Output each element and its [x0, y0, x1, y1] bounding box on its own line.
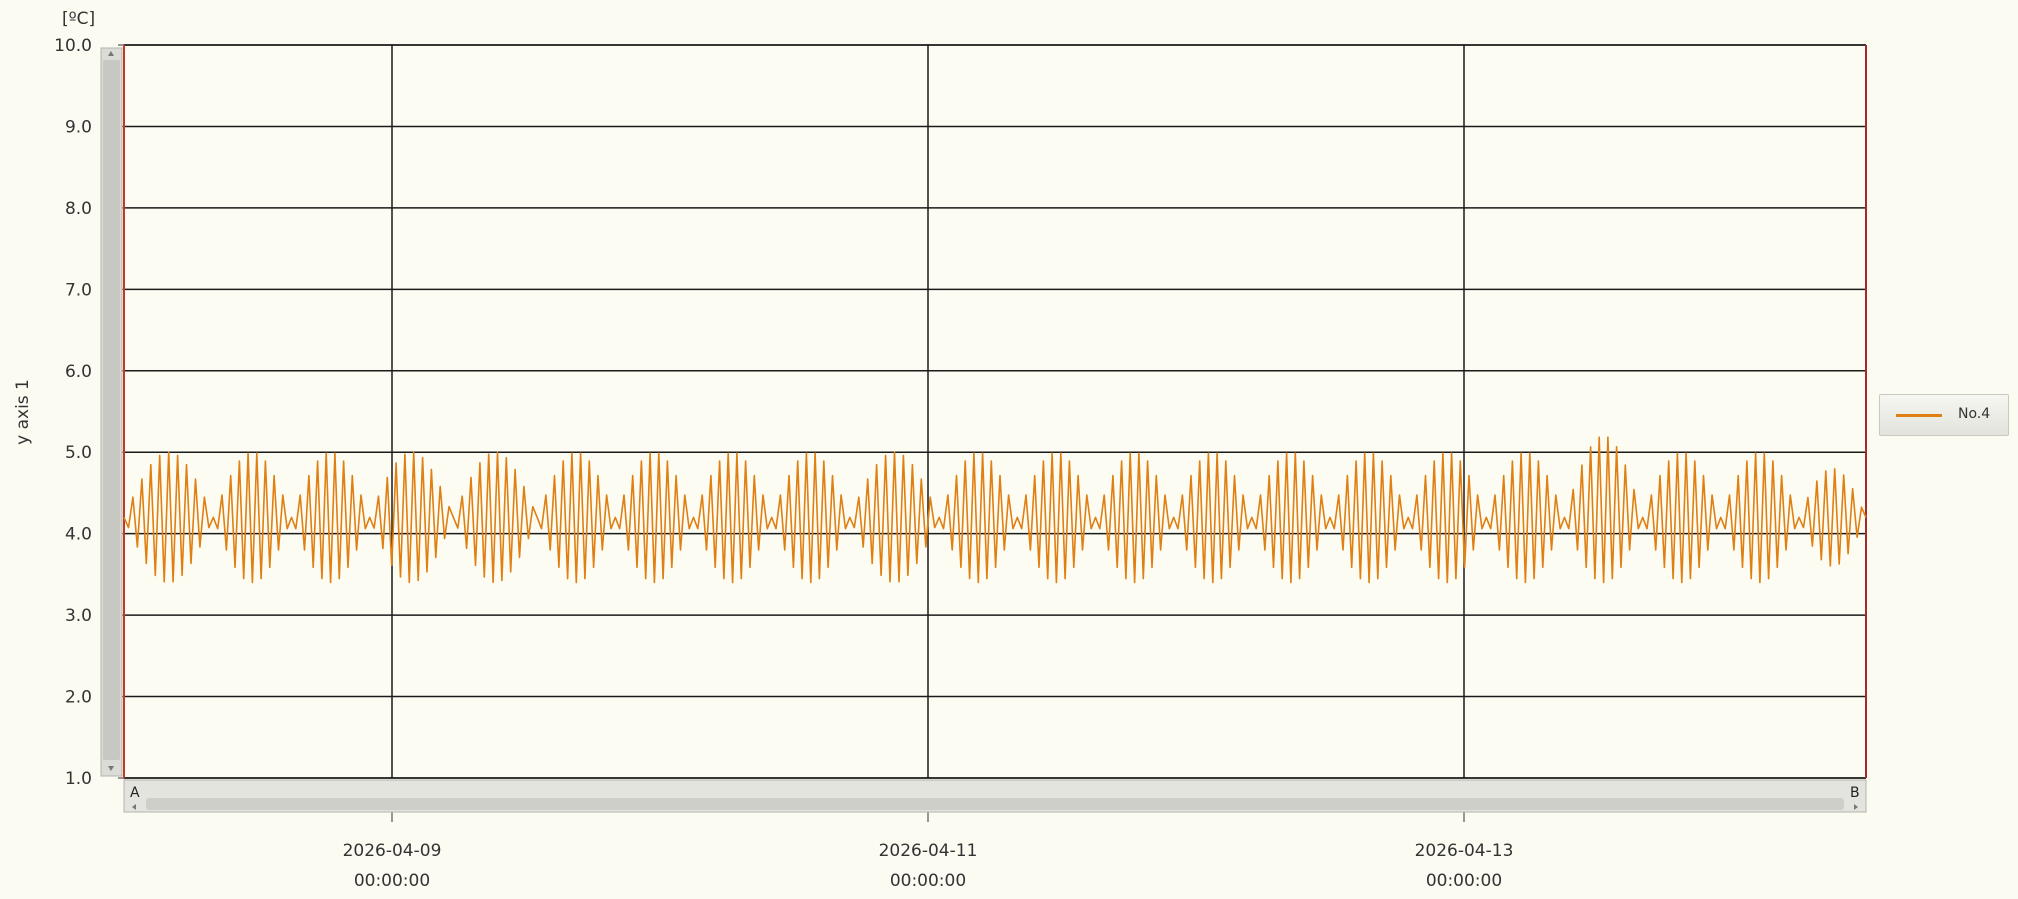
plot-area	[124, 45, 1866, 778]
y-tick-label-8: 9.0	[65, 117, 92, 137]
y-tick-label-6: 7.0	[65, 280, 92, 300]
y-tick-label-0: 1.0	[65, 769, 92, 789]
x-tick-label-date-1: 2026-04-11	[879, 841, 978, 861]
scroll-down-arrow-icon[interactable]	[108, 766, 114, 771]
scroll-up-arrow-icon[interactable]	[108, 51, 114, 56]
y-tick-label-9: 10.0	[54, 36, 92, 56]
y-tick-label-4: 5.0	[65, 443, 92, 463]
y-tick-label-5: 6.0	[65, 362, 92, 382]
vertical-scrollbar-thumb[interactable]	[103, 60, 120, 760]
legend-label-no4: No.4	[1958, 406, 1991, 422]
scroll-right-arrow-icon[interactable]	[1854, 804, 1858, 810]
scroll-end-marker[interactable]: B	[1850, 785, 1860, 801]
scroll-left-arrow-icon[interactable]	[132, 804, 136, 810]
scroll-start-marker[interactable]: A	[130, 785, 140, 801]
y-axis-title: y axis 1	[13, 379, 33, 445]
y-tick-label-2: 3.0	[65, 606, 92, 626]
legend-swatch-no4	[1896, 414, 1942, 417]
y-tick-label-3: 4.0	[65, 525, 92, 545]
x-tick-label-time-2: 00:00:00	[1426, 871, 1502, 891]
x-tick-label-date-2: 2026-04-13	[1415, 841, 1514, 861]
x-tick-label-time-0: 00:00:00	[354, 871, 430, 891]
x-tick-label-date-0: 2026-04-09	[343, 841, 442, 861]
legend[interactable]: No.4	[1879, 394, 2009, 436]
series-line-no4	[123, 436, 1867, 584]
y-tick-label-7: 8.0	[65, 199, 92, 219]
y-tick-label-1: 2.0	[65, 688, 92, 708]
horizontal-scrollbar-thumb[interactable]	[146, 798, 1844, 810]
x-tick-label-time-1: 00:00:00	[890, 871, 966, 891]
y-axis-unit-label: [ºC]	[62, 9, 95, 29]
